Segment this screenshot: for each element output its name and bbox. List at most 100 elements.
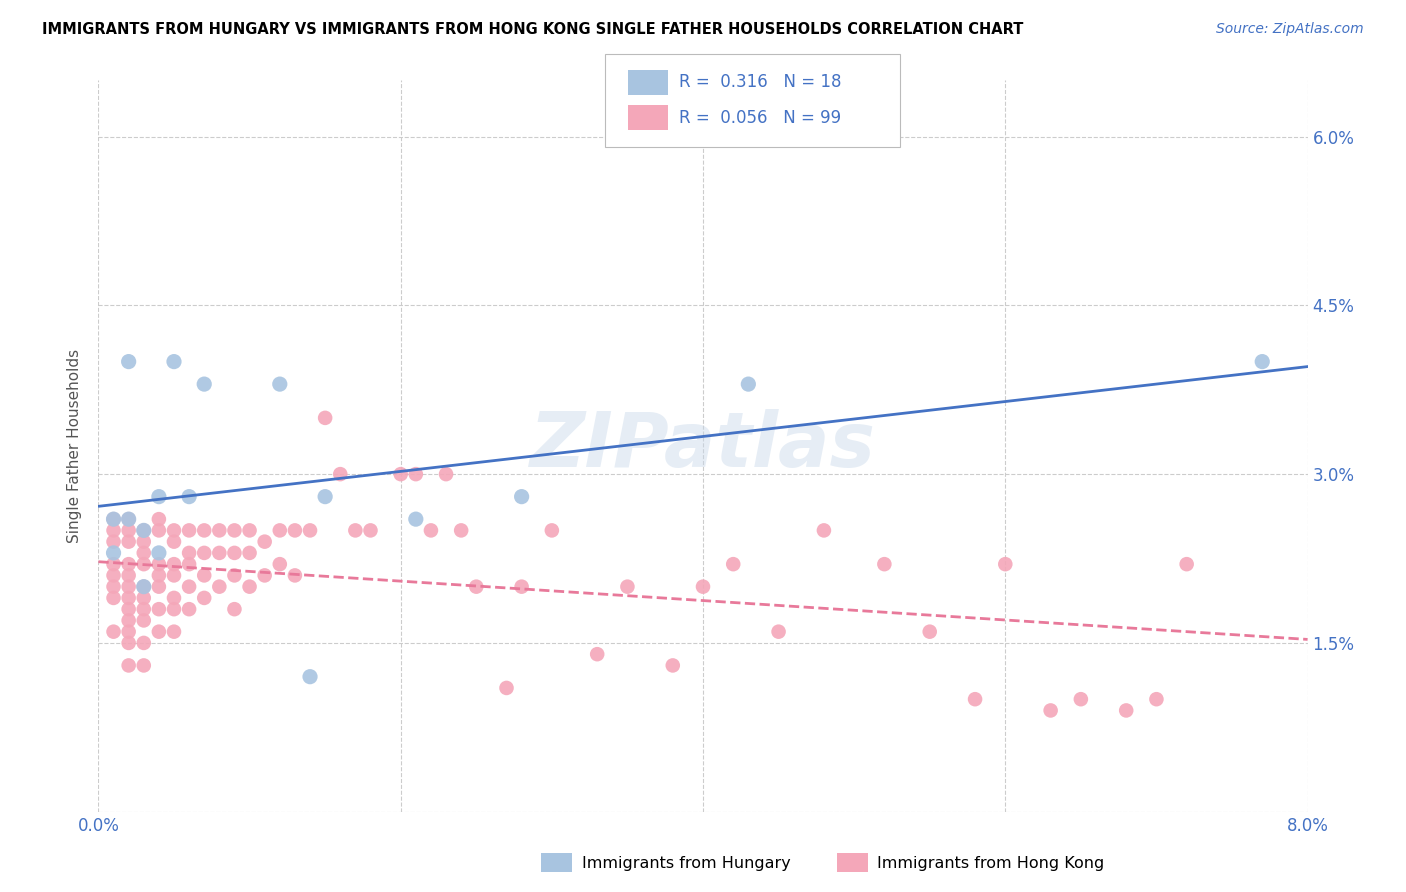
Point — [118, 658, 141, 673]
Point — [132, 658, 155, 673]
Text: ZIPatlas: ZIPatlas — [530, 409, 876, 483]
Point — [179, 602, 201, 616]
Point — [132, 591, 155, 605]
Point — [148, 524, 170, 538]
Point — [132, 524, 155, 538]
Text: Source: ZipAtlas.com: Source: ZipAtlas.com — [1216, 22, 1364, 37]
Point — [405, 467, 427, 482]
Point — [148, 557, 170, 571]
Point — [193, 524, 215, 538]
Point — [148, 568, 170, 582]
Point — [193, 591, 215, 605]
Point — [148, 580, 170, 594]
Point — [208, 580, 231, 594]
Point — [510, 490, 533, 504]
Point — [103, 524, 125, 538]
Point — [132, 524, 155, 538]
Point — [132, 614, 155, 628]
Text: IMMIGRANTS FROM HUNGARY VS IMMIGRANTS FROM HONG KONG SINGLE FATHER HOUSEHOLDS CO: IMMIGRANTS FROM HUNGARY VS IMMIGRANTS FR… — [42, 22, 1024, 37]
Point — [299, 670, 322, 684]
Point — [163, 602, 186, 616]
Point — [148, 602, 170, 616]
Point — [239, 580, 262, 594]
Point — [103, 580, 125, 594]
Text: Immigrants from Hong Kong: Immigrants from Hong Kong — [877, 856, 1105, 871]
Point — [132, 602, 155, 616]
Point — [616, 580, 638, 594]
Point — [737, 377, 759, 392]
Point — [118, 512, 141, 526]
Point — [344, 524, 367, 538]
Point — [269, 377, 291, 392]
Point — [1146, 692, 1168, 706]
Point — [208, 546, 231, 560]
Point — [586, 647, 609, 661]
Point — [224, 602, 246, 616]
Point — [813, 524, 835, 538]
Point — [224, 524, 246, 538]
Point — [118, 568, 141, 582]
Point — [193, 377, 215, 392]
Point — [314, 490, 336, 504]
Point — [918, 624, 941, 639]
Point — [148, 546, 170, 560]
Point — [284, 524, 307, 538]
Point — [103, 557, 125, 571]
Point — [193, 546, 215, 560]
Point — [253, 568, 276, 582]
Point — [1115, 703, 1137, 717]
Point — [163, 557, 186, 571]
Point — [163, 624, 186, 639]
Point — [269, 557, 291, 571]
Point — [179, 546, 201, 560]
Point — [179, 557, 201, 571]
Point — [661, 658, 683, 673]
Point — [103, 568, 125, 582]
Point — [269, 524, 291, 538]
Point — [239, 546, 262, 560]
Point — [163, 354, 186, 368]
Point — [434, 467, 457, 482]
Point — [193, 568, 215, 582]
Y-axis label: Single Father Households: Single Father Households — [67, 349, 83, 543]
Point — [329, 467, 352, 482]
Point — [118, 580, 141, 594]
Point — [179, 490, 201, 504]
Point — [1039, 703, 1062, 717]
Point — [148, 624, 170, 639]
Point — [103, 624, 125, 639]
Point — [163, 568, 186, 582]
Point — [118, 602, 141, 616]
Point — [118, 557, 141, 571]
Point — [118, 524, 141, 538]
Point — [768, 624, 790, 639]
Point — [132, 580, 155, 594]
Point — [118, 636, 141, 650]
Point — [103, 534, 125, 549]
Point — [103, 546, 125, 560]
Point — [224, 568, 246, 582]
Point — [965, 692, 987, 706]
Point — [118, 512, 141, 526]
Point — [179, 580, 201, 594]
Point — [163, 524, 186, 538]
Point — [103, 512, 125, 526]
Point — [450, 524, 472, 538]
Point — [132, 534, 155, 549]
Point — [224, 546, 246, 560]
Point — [299, 524, 322, 538]
Point — [118, 614, 141, 628]
Text: R =  0.316   N = 18: R = 0.316 N = 18 — [679, 73, 842, 91]
Point — [132, 636, 155, 650]
Point — [118, 354, 141, 368]
Point — [1175, 557, 1198, 571]
Point — [118, 624, 141, 639]
Point — [465, 580, 488, 594]
Point — [253, 534, 276, 549]
Point — [179, 524, 201, 538]
Point — [132, 546, 155, 560]
Point — [1070, 692, 1092, 706]
Point — [118, 534, 141, 549]
Point — [132, 557, 155, 571]
Point — [163, 591, 186, 605]
